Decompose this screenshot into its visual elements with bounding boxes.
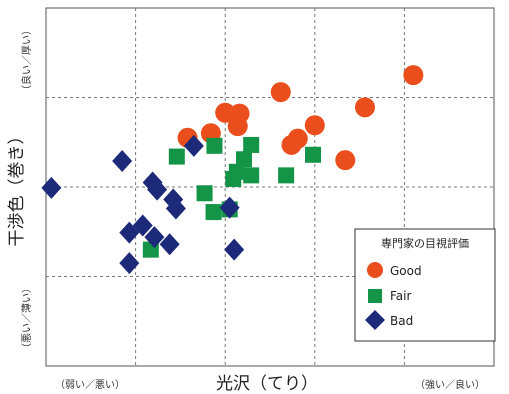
y-axis-title: 干渉色（巻き） [7, 128, 27, 247]
legend: 専門家の目視評価 Good Fair Bad [354, 228, 496, 342]
data-point-fair [305, 146, 322, 163]
data-point-fair [228, 163, 245, 180]
legend-label-good: Good [390, 264, 422, 278]
data-point-bad [165, 197, 186, 220]
data-point-good [287, 128, 308, 149]
data-point-fair [243, 136, 260, 153]
y-axis-top-end-label: （良い／厚い） [20, 25, 33, 95]
y-axis-bottom-end-label: （悪い／薄い） [20, 283, 33, 353]
legend-marker-fair [368, 289, 382, 303]
data-point-good [403, 65, 424, 86]
data-point-fair [236, 151, 253, 168]
data-point-bad [112, 150, 133, 173]
data-point-bad [144, 226, 165, 249]
data-point-fair [278, 167, 295, 184]
data-point-good [270, 82, 291, 103]
data-point-fair [206, 137, 223, 154]
data-point-good [304, 115, 325, 136]
data-point-good [215, 102, 236, 123]
data-point-bad [119, 252, 140, 275]
data-point-good [335, 150, 356, 171]
x-axis-title: 光沢（てり） [216, 374, 318, 394]
data-points [41, 65, 424, 275]
legend-title: 専門家の目視評価 [381, 236, 469, 250]
x-axis-left-end-label: （弱い／悪い） [55, 379, 125, 391]
data-point-fair [196, 185, 213, 202]
data-point-fair [168, 148, 185, 165]
data-point-good [354, 97, 375, 118]
data-point-bad [183, 134, 204, 157]
legend-marker-bad [365, 310, 385, 330]
data-point-bad [224, 238, 245, 261]
legend-marker-good [367, 262, 383, 278]
data-point-good [229, 103, 250, 124]
data-point-bad [41, 176, 62, 199]
data-point-bad [159, 233, 180, 256]
legend-label-fair: Fair [390, 289, 411, 303]
legend-label-bad: Bad [390, 314, 413, 328]
x-axis-right-end-label: （強い／良い） [415, 378, 485, 391]
data-point-fair [205, 204, 222, 221]
data-point-fair [243, 167, 260, 184]
data-point-bad [132, 214, 153, 237]
data-point-bad [147, 178, 168, 201]
data-point-bad [219, 196, 240, 219]
